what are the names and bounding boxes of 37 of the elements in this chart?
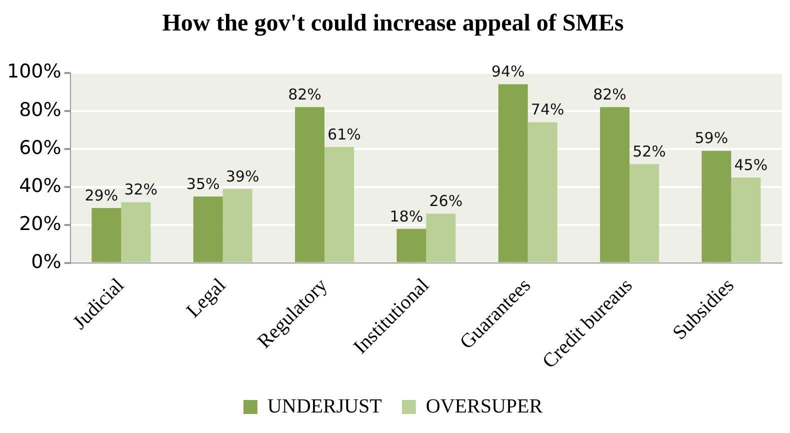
bar: [629, 164, 659, 262]
data-label: 26%: [429, 192, 463, 210]
bar: [702, 150, 732, 262]
bar: [92, 208, 122, 262]
bar: [295, 107, 324, 262]
bar: [600, 107, 630, 262]
data-label: 61%: [328, 125, 361, 144]
bar: [121, 202, 151, 262]
legend-label: UNDERJUST: [267, 395, 382, 418]
bar: [324, 147, 354, 262]
data-label: 82%: [593, 85, 626, 104]
bar: [528, 122, 558, 262]
data-label: 59%: [694, 129, 728, 148]
data-label: 52%: [632, 142, 666, 161]
data-label: 94%: [491, 62, 525, 81]
data-label: 18%: [390, 207, 424, 226]
bar: [222, 188, 252, 262]
bar: [193, 196, 223, 262]
bar: [426, 214, 456, 262]
y-tick-label: 0%: [31, 251, 62, 274]
data-label: 45%: [734, 156, 768, 174]
y-tick-label: 60%: [19, 136, 62, 159]
data-label: 39%: [226, 167, 260, 186]
data-label: 32%: [124, 180, 158, 199]
data-label: 82%: [288, 85, 322, 104]
y-tick-label: 80%: [19, 98, 62, 121]
y-tick-label: 20%: [19, 213, 62, 236]
y-tick-label: 40%: [19, 174, 62, 197]
data-label: 35%: [186, 174, 220, 193]
data-label: 74%: [530, 100, 564, 119]
data-label: 29%: [84, 186, 118, 204]
bar: [396, 228, 426, 262]
bar: [498, 84, 528, 262]
bar: [731, 178, 761, 262]
chart-title: How the gov't could increase appeal of SMEs: [162, 10, 624, 37]
legend-label: OVERSUPER: [426, 395, 544, 418]
y-tick-label: 100%: [6, 60, 62, 83]
